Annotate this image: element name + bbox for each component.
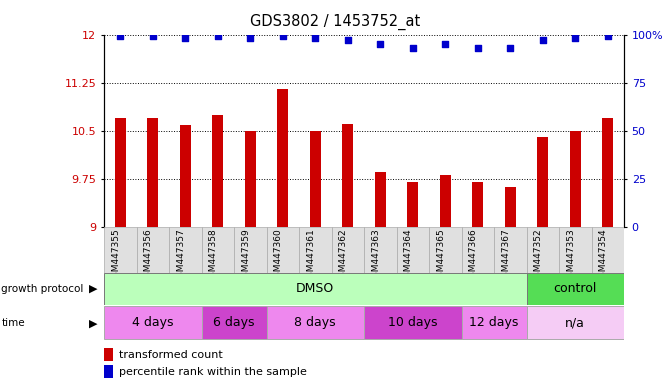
- Bar: [266, 227, 299, 273]
- Text: GSM447359: GSM447359: [242, 228, 250, 283]
- Text: GSM447363: GSM447363: [371, 228, 380, 283]
- Text: GSM447357: GSM447357: [176, 228, 185, 283]
- Point: [537, 37, 548, 43]
- Text: control: control: [554, 283, 597, 295]
- Text: GDS3802 / 1453752_at: GDS3802 / 1453752_at: [250, 13, 421, 30]
- Bar: [104, 348, 113, 361]
- Point: [277, 33, 288, 40]
- Bar: [397, 227, 429, 273]
- Text: GSM447355: GSM447355: [111, 228, 120, 283]
- Bar: [570, 131, 581, 227]
- Point: [570, 35, 580, 41]
- Bar: [104, 227, 136, 273]
- Text: GSM447358: GSM447358: [209, 228, 218, 283]
- Point: [440, 41, 451, 47]
- Text: 8 days: 8 days: [295, 316, 336, 329]
- Text: 10 days: 10 days: [388, 316, 437, 329]
- Point: [407, 45, 418, 51]
- Bar: [592, 227, 624, 273]
- Text: percentile rank within the sample: percentile rank within the sample: [119, 367, 307, 377]
- Text: DMSO: DMSO: [296, 283, 334, 295]
- Bar: [147, 118, 158, 227]
- Text: transformed count: transformed count: [119, 349, 222, 359]
- Point: [310, 35, 321, 41]
- Bar: [331, 227, 364, 273]
- Bar: [136, 227, 169, 273]
- Bar: [527, 306, 624, 339]
- Bar: [602, 118, 613, 227]
- Bar: [537, 137, 548, 227]
- Text: GSM447367: GSM447367: [501, 228, 510, 283]
- Point: [603, 33, 613, 40]
- Point: [213, 33, 223, 40]
- Point: [180, 35, 191, 41]
- Text: n/a: n/a: [566, 316, 585, 329]
- Bar: [342, 124, 354, 227]
- Bar: [374, 172, 386, 227]
- Bar: [104, 365, 113, 379]
- Point: [472, 45, 483, 51]
- Text: GSM447356: GSM447356: [144, 228, 153, 283]
- Text: GSM447361: GSM447361: [306, 228, 315, 283]
- Bar: [201, 227, 234, 273]
- Point: [342, 37, 353, 43]
- Bar: [472, 182, 484, 227]
- Text: time: time: [1, 318, 25, 328]
- Bar: [244, 131, 256, 227]
- Text: 6 days: 6 days: [213, 316, 255, 329]
- Text: ▶: ▶: [89, 318, 97, 328]
- Point: [375, 41, 386, 47]
- Bar: [559, 227, 592, 273]
- Bar: [364, 306, 462, 339]
- Bar: [299, 227, 331, 273]
- Bar: [462, 227, 494, 273]
- Text: GSM447352: GSM447352: [533, 228, 543, 283]
- Bar: [407, 182, 419, 227]
- Bar: [212, 114, 223, 227]
- Point: [148, 33, 158, 40]
- Point: [115, 33, 125, 40]
- Point: [505, 45, 515, 51]
- Text: GSM447353: GSM447353: [566, 228, 575, 283]
- Bar: [180, 126, 191, 227]
- Point: [245, 35, 256, 41]
- Bar: [104, 273, 527, 305]
- Bar: [364, 227, 397, 273]
- Bar: [234, 227, 266, 273]
- Bar: [462, 306, 527, 339]
- Bar: [115, 118, 126, 227]
- Text: ▶: ▶: [89, 284, 97, 294]
- Text: GSM447362: GSM447362: [339, 228, 348, 283]
- Bar: [494, 227, 527, 273]
- Bar: [277, 89, 289, 227]
- Text: 12 days: 12 days: [469, 316, 519, 329]
- Bar: [429, 227, 462, 273]
- Text: GSM447366: GSM447366: [469, 228, 478, 283]
- Text: GSM447354: GSM447354: [599, 228, 608, 283]
- Bar: [104, 306, 201, 339]
- Bar: [309, 131, 321, 227]
- Bar: [266, 306, 364, 339]
- Text: GSM447360: GSM447360: [274, 228, 282, 283]
- Bar: [527, 273, 624, 305]
- Bar: [505, 187, 516, 227]
- Text: GSM447364: GSM447364: [404, 228, 413, 283]
- Bar: [169, 227, 201, 273]
- Text: 4 days: 4 days: [132, 316, 174, 329]
- Text: growth protocol: growth protocol: [1, 284, 84, 294]
- Text: GSM447365: GSM447365: [436, 228, 446, 283]
- Bar: [440, 175, 451, 227]
- Bar: [527, 227, 559, 273]
- Bar: [201, 306, 266, 339]
